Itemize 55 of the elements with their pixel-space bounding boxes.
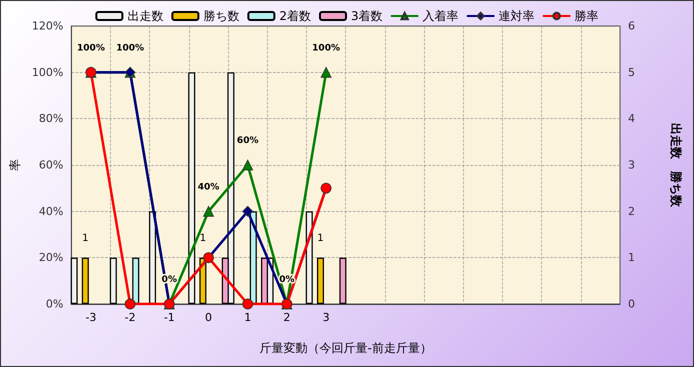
y2-tick-label: 3 (628, 158, 635, 172)
y-tick-label: 0% (46, 298, 64, 310)
y2-tick-label: 4 (628, 112, 635, 126)
bar (306, 211, 313, 304)
x-tick-label: -1 (164, 311, 175, 324)
point (320, 66, 332, 78)
point (242, 206, 254, 217)
legend-label: 3着数 (351, 9, 383, 23)
data-label: 100% (116, 43, 144, 54)
bar (82, 258, 89, 304)
bar (110, 258, 117, 304)
point (203, 206, 214, 217)
x-tick-label: 2 (283, 311, 290, 324)
bar (250, 211, 257, 304)
x-axis-title: 斤量変動（今回斤量-前走斤量） (260, 341, 432, 355)
y-tick-label: 100% (32, 66, 64, 79)
legend-label: 2着数 (279, 9, 312, 23)
y-tick-label: 20% (38, 251, 64, 264)
x-tick-label: 1 (244, 311, 252, 324)
x-tick-label: 0 (205, 311, 212, 324)
y-tick-label: 80% (38, 112, 64, 126)
x-tick-label: -2 (124, 311, 136, 324)
y2-tick-label: 6 (628, 20, 635, 32)
bar (132, 258, 140, 304)
data-label: 1 (317, 233, 324, 244)
bar (339, 258, 346, 304)
y2-tick-label: 0 (628, 298, 635, 310)
y2-tick-label: 5 (628, 66, 635, 79)
x-tick-label: -3 (85, 311, 96, 324)
data-label: 1 (200, 233, 206, 244)
point (124, 298, 136, 310)
data-label: 60% (236, 136, 258, 146)
legend-label: 入着率 (422, 9, 459, 23)
bar (188, 72, 196, 304)
x-tick-label: 3 (322, 311, 330, 324)
legend-label: 出走数 (127, 9, 164, 23)
legend-label: 連対率 (498, 9, 535, 23)
data-label: 100% (312, 43, 340, 54)
point (242, 160, 254, 170)
y2-tick-label: 1 (628, 251, 635, 264)
legend-label: 勝率 (574, 9, 599, 23)
data-label: 1 (82, 233, 89, 244)
bar (316, 258, 324, 304)
bar (70, 258, 78, 304)
bar (149, 211, 156, 304)
y-tick-label: 120% (32, 20, 64, 32)
legend-label: 勝ち数 (203, 9, 240, 23)
point (242, 298, 254, 310)
y2-tick-label: 2 (628, 204, 635, 218)
y-tick-label: 40% (38, 204, 64, 218)
y2-axis-title: 出走数 勝ち数 (669, 123, 683, 208)
y-tick-label: 60% (38, 158, 64, 172)
y-axis-title: 率 (8, 159, 22, 171)
data-label: 100% (77, 43, 105, 54)
data-label: 40% (198, 182, 220, 192)
